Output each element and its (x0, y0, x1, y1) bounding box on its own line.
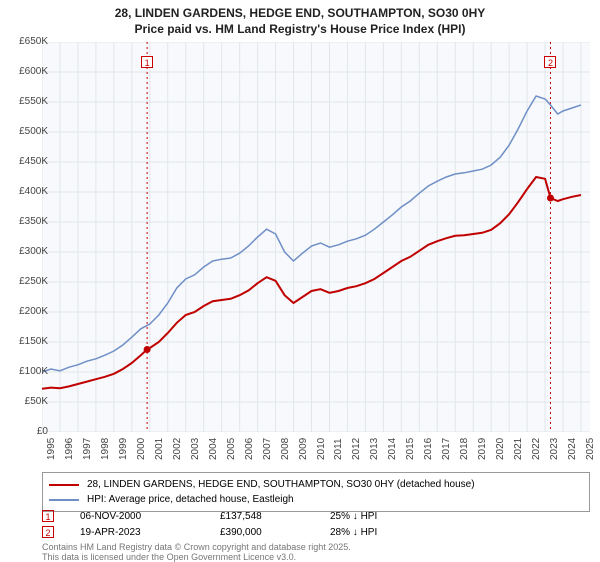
footnote-line-2: This data is licensed under the Open Gov… (42, 552, 296, 562)
legend-label: HPI: Average price, detached house, East… (87, 494, 294, 505)
y-tick-label: £550K (4, 96, 48, 107)
x-tick-label: 2008 (280, 438, 291, 460)
y-tick-label: £200K (4, 306, 48, 317)
x-tick-label: 1999 (118, 438, 129, 460)
legend-swatch (49, 484, 79, 486)
y-tick-label: £500K (4, 126, 48, 137)
x-tick-label: 2019 (477, 438, 488, 460)
event-marker-badge: 1 (141, 56, 153, 68)
event-row: 1 06-NOV-2000 £137,548 25% ↓ HPI (42, 508, 590, 524)
chart-title: 28, LINDEN GARDENS, HEDGE END, SOUTHAMPT… (0, 0, 600, 37)
y-tick-label: £100K (4, 366, 48, 377)
x-tick-label: 2012 (351, 438, 362, 460)
x-tick-label: 2010 (316, 438, 327, 460)
x-tick-label: 1997 (82, 438, 93, 460)
event-delta: 28% ↓ HPI (330, 527, 440, 538)
title-line-1: 28, LINDEN GARDENS, HEDGE END, SOUTHAMPT… (115, 6, 486, 20)
x-tick-label: 2001 (154, 438, 165, 460)
chart-container: 28, LINDEN GARDENS, HEDGE END, SOUTHAMPT… (0, 0, 600, 560)
x-tick-label: 2004 (208, 438, 219, 460)
event-price: £390,000 (220, 527, 330, 538)
y-tick-label: £350K (4, 216, 48, 227)
y-tick-label: £0 (4, 426, 48, 437)
footnote-line-1: Contains HM Land Registry data © Crown c… (42, 542, 351, 552)
legend-label: 28, LINDEN GARDENS, HEDGE END, SOUTHAMPT… (87, 479, 475, 490)
x-tick-label: 2015 (405, 438, 416, 460)
x-tick-label: 2025 (585, 438, 596, 460)
x-tick-label: 2000 (136, 438, 147, 460)
event-row: 2 19-APR-2023 £390,000 28% ↓ HPI (42, 524, 590, 540)
event-date: 06-NOV-2000 (80, 511, 220, 522)
x-tick-label: 2011 (333, 438, 344, 460)
x-tick-label: 2024 (567, 438, 578, 460)
x-tick-label: 2014 (387, 438, 398, 460)
event-date: 19-APR-2023 (80, 527, 220, 538)
x-tick-label: 2009 (298, 438, 309, 460)
legend-item-price-paid: 28, LINDEN GARDENS, HEDGE END, SOUTHAMPT… (49, 477, 583, 492)
x-tick-label: 2018 (459, 438, 470, 460)
x-tick-label: 1996 (64, 438, 75, 460)
y-tick-label: £450K (4, 156, 48, 167)
chart-plot-area (42, 42, 590, 432)
event-table: 1 06-NOV-2000 £137,548 25% ↓ HPI 2 19-AP… (42, 508, 590, 540)
y-tick-label: £400K (4, 186, 48, 197)
footnote: Contains HM Land Registry data © Crown c… (42, 542, 351, 562)
legend-item-hpi: HPI: Average price, detached house, East… (49, 492, 583, 507)
y-tick-label: £650K (4, 36, 48, 47)
title-line-2: Price paid vs. HM Land Registry's House … (135, 22, 466, 36)
y-tick-label: £150K (4, 336, 48, 347)
x-tick-label: 2013 (369, 438, 380, 460)
x-tick-label: 2021 (513, 438, 524, 460)
legend-swatch (49, 499, 79, 501)
y-tick-label: £300K (4, 246, 48, 257)
chart-svg (42, 42, 590, 432)
event-badge: 2 (42, 526, 54, 538)
legend: 28, LINDEN GARDENS, HEDGE END, SOUTHAMPT… (42, 472, 590, 512)
event-badge: 1 (42, 510, 54, 522)
x-tick-label: 2022 (531, 438, 542, 460)
y-tick-label: £600K (4, 66, 48, 77)
y-tick-label: £50K (4, 396, 48, 407)
event-marker-badge: 2 (544, 56, 556, 68)
x-tick-label: 2005 (226, 438, 237, 460)
x-tick-label: 2016 (423, 438, 434, 460)
event-price: £137,548 (220, 511, 330, 522)
x-tick-label: 1998 (100, 438, 111, 460)
event-delta: 25% ↓ HPI (330, 511, 440, 522)
x-tick-label: 2007 (262, 438, 273, 460)
x-tick-label: 1995 (46, 438, 57, 460)
x-tick-label: 2020 (495, 438, 506, 460)
x-tick-label: 2003 (190, 438, 201, 460)
x-tick-label: 2002 (172, 438, 183, 460)
y-tick-label: £250K (4, 276, 48, 287)
x-tick-label: 2017 (441, 438, 452, 460)
x-tick-label: 2023 (549, 438, 560, 460)
x-tick-label: 2006 (244, 438, 255, 460)
